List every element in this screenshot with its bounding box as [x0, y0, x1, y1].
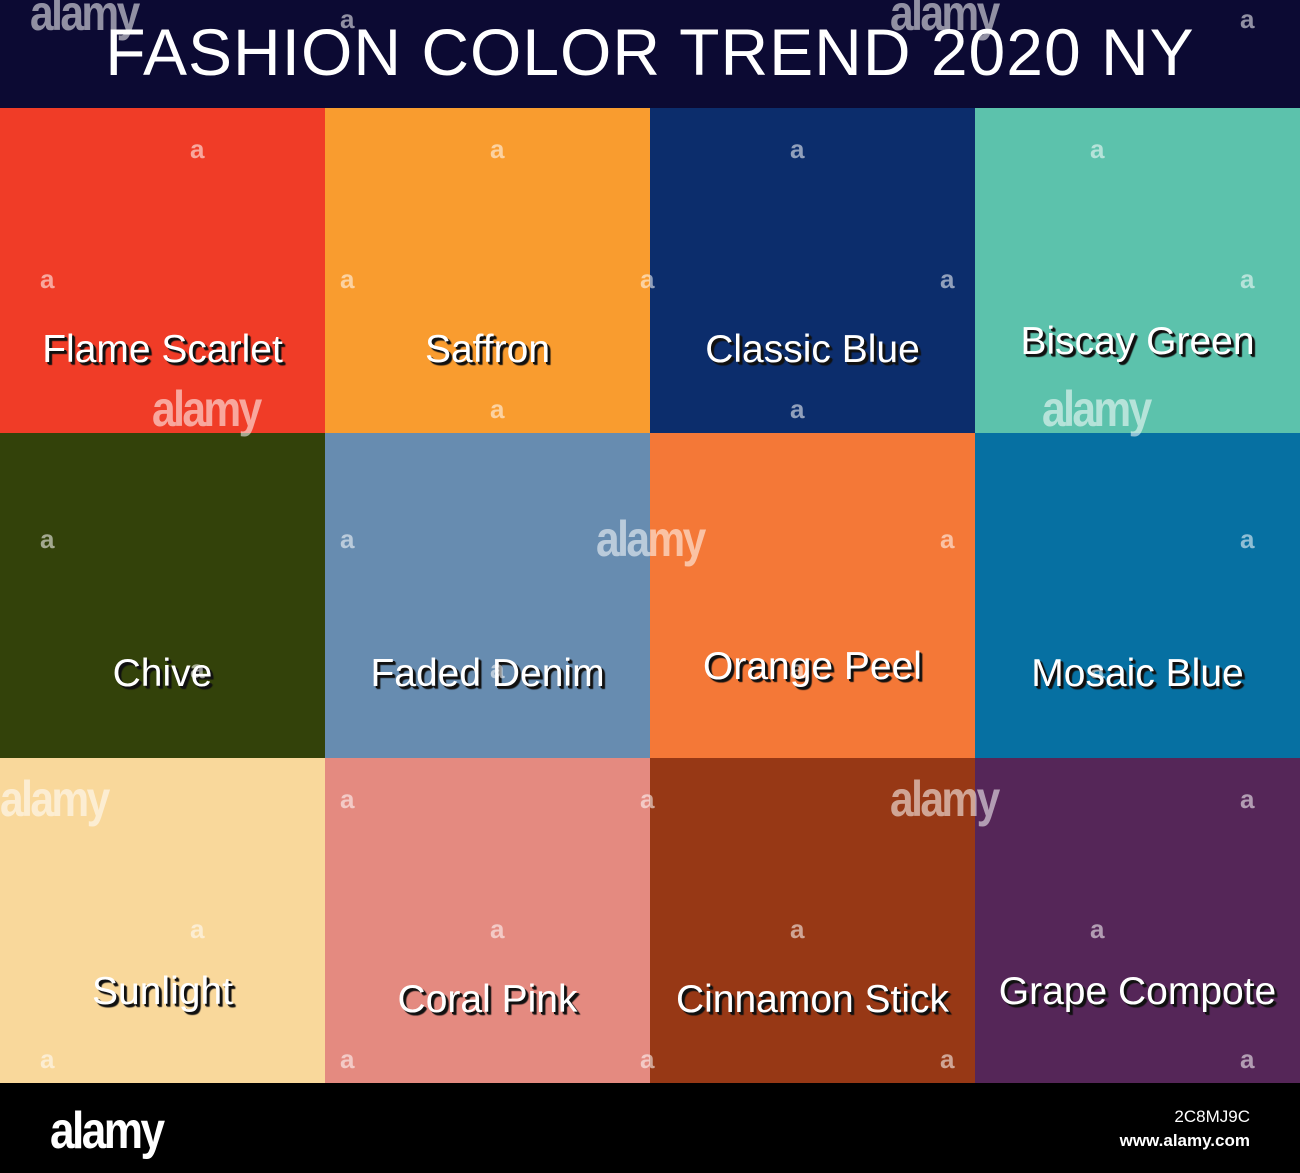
swatch-label: Mosaic Blue — [1031, 652, 1244, 695]
watermark-mark: a — [790, 134, 805, 164]
swatch-label: Chive — [112, 652, 213, 695]
swatch-label: Grape Compote — [998, 970, 1277, 1013]
watermark-mark: a — [340, 4, 355, 34]
watermark-mark: a — [40, 264, 55, 294]
swatch-label: Orange Peel — [703, 645, 922, 688]
swatch-label: Flame Scarlet — [42, 328, 283, 371]
watermark-mark: a — [490, 654, 505, 684]
watermark-mark: a — [790, 654, 805, 684]
watermark-logo: alamy — [152, 381, 262, 437]
watermark-mark: a — [790, 394, 805, 424]
watermark-mark: a — [190, 134, 205, 164]
watermark-logo: alamy — [890, 0, 1000, 41]
watermark-mark: a — [40, 524, 55, 554]
swatch-label: Faded Denim — [370, 652, 605, 695]
swatch-label: Saffron — [424, 328, 551, 371]
site-url: www.alamy.com — [1119, 1131, 1250, 1150]
watermark-mark: a — [1240, 4, 1255, 34]
title-bar: FASHION COLOR TREND 2020 NY — [0, 0, 1300, 108]
swatch-label: Biscay Green — [1020, 320, 1255, 363]
alamy-logo: alamy — [50, 1102, 165, 1160]
swatch-faded-denim: Faded Denim — [325, 433, 650, 758]
color-swatch-grid: Flame Scarlet Saffron Classic Blue Bisca… — [0, 108, 1300, 1083]
watermark-mark: a — [640, 264, 655, 294]
page-title: FASHION COLOR TREND 2020 NY — [105, 15, 1195, 89]
watermark-mark: a — [40, 1044, 55, 1074]
watermark-mark: a — [190, 914, 205, 944]
watermark-mark: a — [940, 524, 955, 554]
swatch-label: Cinnamon Stick — [675, 978, 950, 1021]
swatch-biscay-green: Biscay Green — [975, 108, 1300, 433]
swatch-sunlight: Sunlight — [0, 758, 325, 1083]
watermark-mark: a — [340, 524, 355, 554]
watermark-mark: a — [490, 394, 505, 424]
swatch-saffron: Saffron — [325, 108, 650, 433]
watermark-mark: a — [490, 914, 505, 944]
watermark-mark: a — [1090, 134, 1105, 164]
swatch-coral-pink: Coral Pink — [325, 758, 650, 1083]
swatch-classic-blue: Classic Blue — [650, 108, 975, 433]
watermark-mark: a — [1090, 914, 1105, 944]
swatch-label: Coral Pink — [397, 978, 578, 1021]
watermark-mark: a — [640, 784, 655, 814]
swatch-chive: Chive — [0, 433, 325, 758]
swatch-grape-compote: Grape Compote — [975, 758, 1300, 1083]
watermark-mark: a — [190, 654, 205, 684]
watermark-logo: alamy — [0, 771, 110, 827]
swatch-cinnamon-stick: Cinnamon Stick — [650, 758, 975, 1083]
watermark-logo: alamy — [1042, 381, 1152, 437]
watermark-mark: a — [340, 1044, 355, 1074]
image-id: 2C8MJ9C — [1174, 1107, 1250, 1126]
watermark-logo: alamy — [596, 511, 706, 567]
watermark-mark: a — [1240, 264, 1255, 294]
watermark-logo: alamy — [30, 0, 140, 41]
watermark-logo: alamy — [890, 771, 1000, 827]
watermark-mark: a — [940, 264, 955, 294]
watermark-mark: a — [1240, 1044, 1255, 1074]
swatch-flame-scarlet: Flame Scarlet — [0, 108, 325, 433]
watermark-mark: a — [790, 914, 805, 944]
watermark-mark: a — [640, 1044, 655, 1074]
watermark-mark: a — [1240, 784, 1255, 814]
watermark-mark: a — [940, 1044, 955, 1074]
watermark-mark: a — [340, 264, 355, 294]
watermark-mark: a — [490, 134, 505, 164]
watermark-mark: a — [1240, 524, 1255, 554]
swatch-orange-peel: Orange Peel — [650, 433, 975, 758]
footer-bar: alamy 2C8MJ9C www.alamy.com — [0, 1083, 1300, 1173]
swatch-label: Sunlight — [92, 970, 233, 1013]
swatch-label: Classic Blue — [705, 328, 920, 371]
watermark-mark: a — [340, 784, 355, 814]
swatch-mosaic-blue: Mosaic Blue — [975, 433, 1300, 758]
watermark-mark: a — [1090, 654, 1105, 684]
